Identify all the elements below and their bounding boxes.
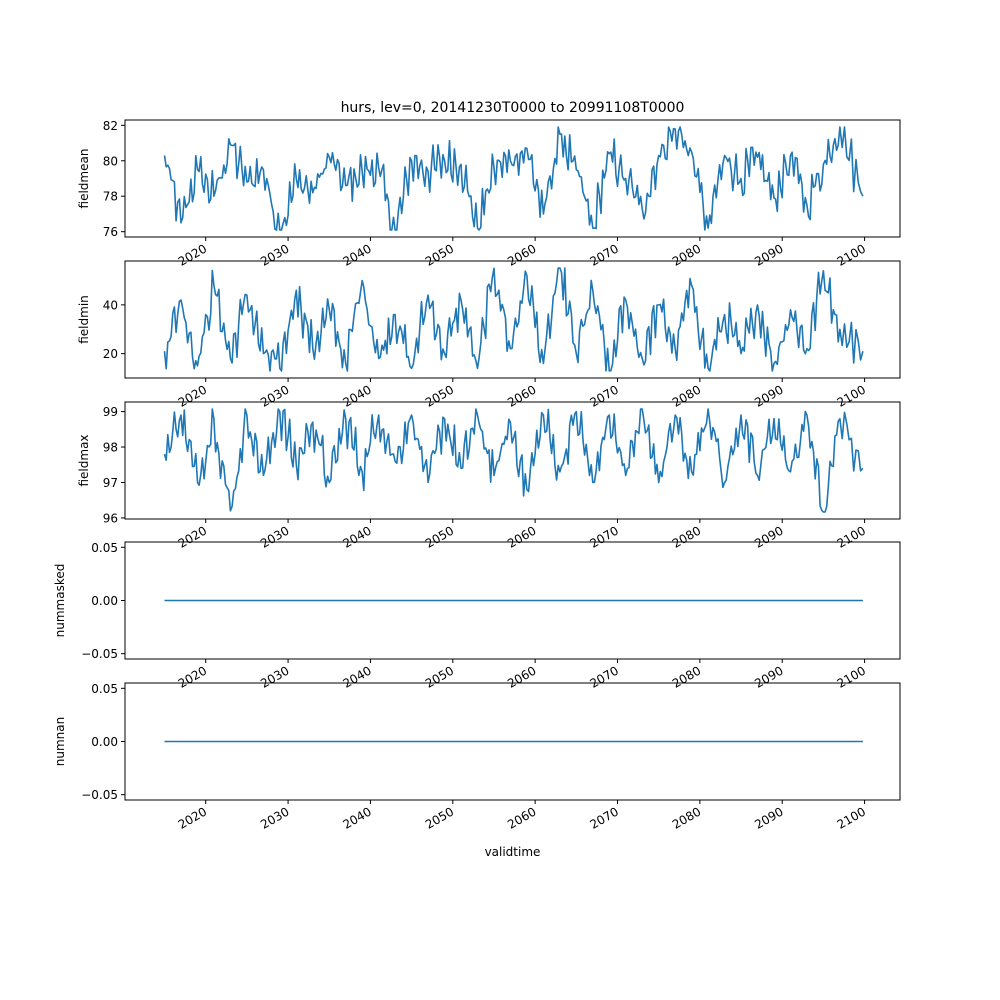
x-axis-label: validtime — [485, 845, 541, 859]
y-tick-label: 0.05 — [91, 682, 118, 696]
y-tick-label: 99 — [103, 405, 118, 419]
y-tick-label: 0.00 — [91, 594, 118, 608]
series-line-fieldmean — [163, 126, 864, 231]
series-line-fieldmin — [163, 267, 864, 372]
y-tick-label: 0.05 — [91, 541, 118, 555]
y-tick-label: 98 — [103, 441, 118, 455]
y-axis-label: nummasked — [53, 564, 67, 638]
y-axis-label: fieldmean — [77, 149, 91, 209]
y-tick-label: 0.00 — [91, 735, 118, 749]
axes-frame — [124, 260, 901, 379]
y-tick-label: 96 — [103, 511, 118, 525]
y-axis-label: numnan — [53, 717, 67, 766]
y-tick-label: 76 — [103, 225, 118, 239]
y-tick-label: 20 — [103, 347, 118, 361]
figure-title: hurs, lev=0, 20141230T0000 to 20991108T0… — [341, 100, 685, 116]
y-tick-label: 97 — [103, 476, 118, 490]
y-axis-label: fieldmax — [77, 434, 91, 486]
series-line-fieldmax — [163, 408, 864, 513]
axes-frame — [124, 401, 901, 520]
y-tick-label: 40 — [103, 298, 118, 312]
y-tick-label: 82 — [103, 119, 118, 133]
y-tick-label: −0.05 — [81, 647, 118, 661]
y-tick-label: 80 — [103, 154, 118, 168]
y-tick-label: 78 — [103, 190, 118, 204]
axes-frame — [124, 119, 901, 238]
y-axis-label: fieldmin — [77, 295, 91, 344]
y-tick-label: −0.05 — [81, 788, 118, 802]
